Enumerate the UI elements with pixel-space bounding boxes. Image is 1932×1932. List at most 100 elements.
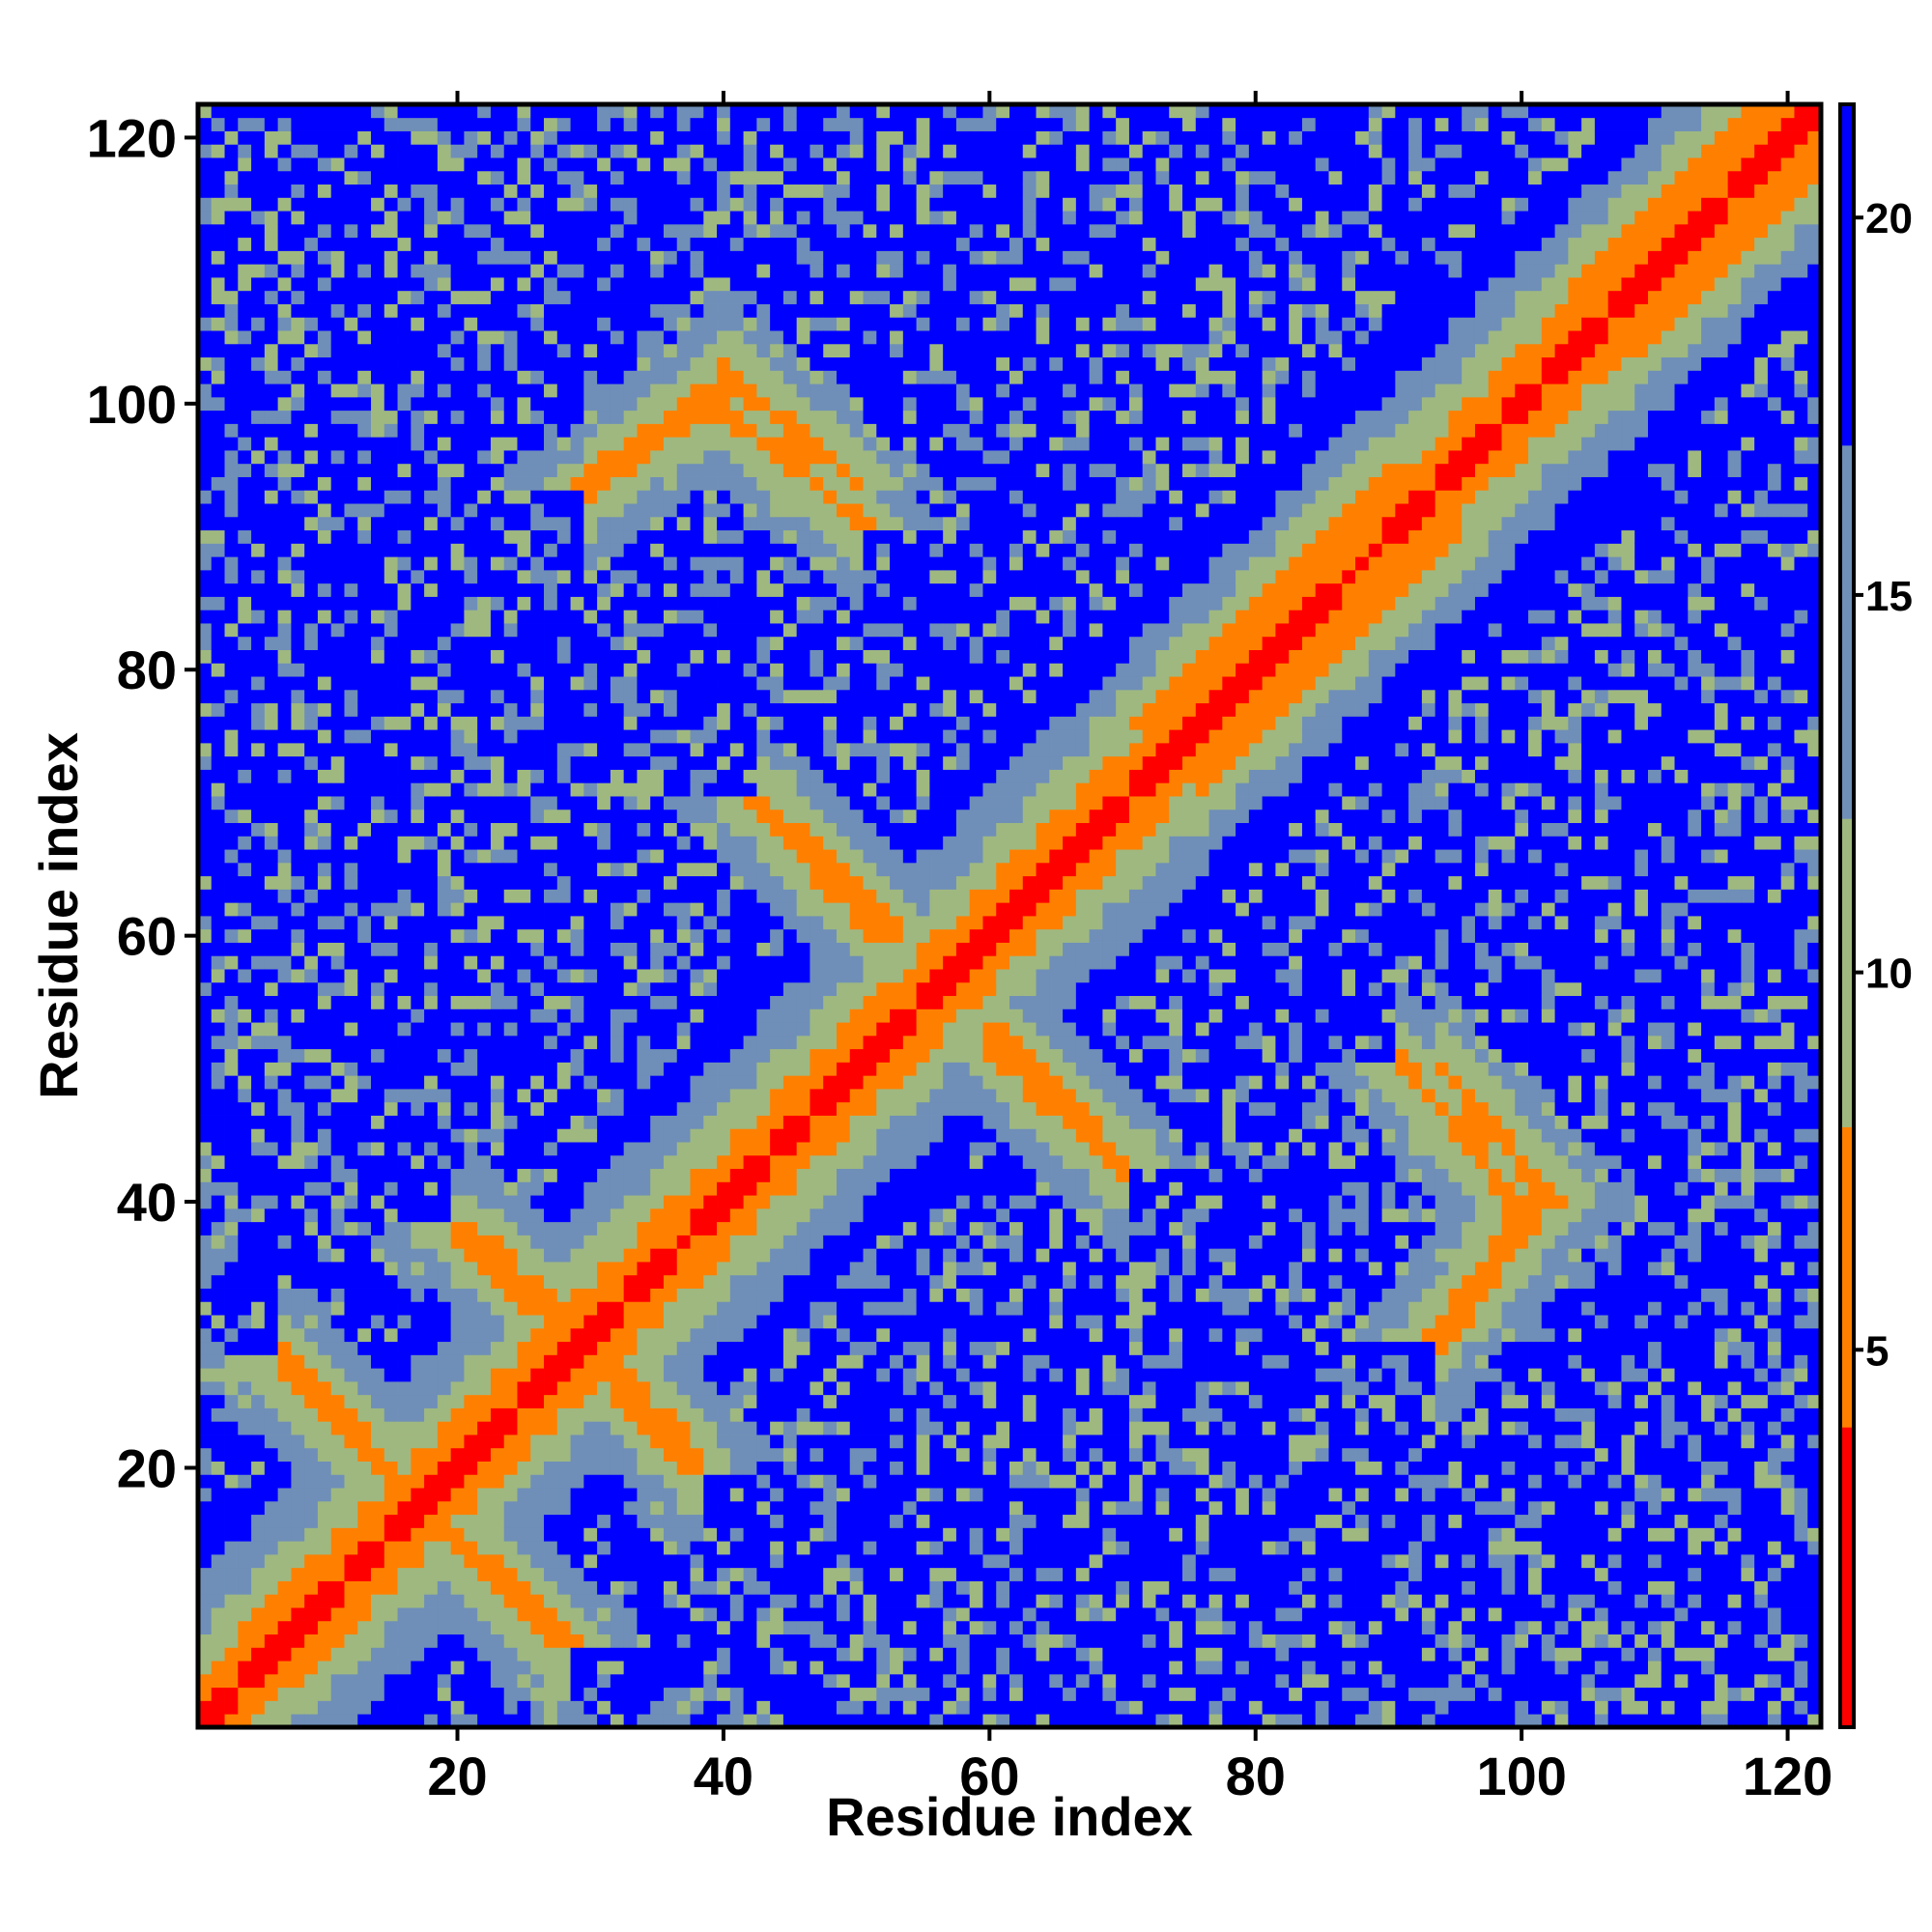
heatmap-cell [291, 1514, 305, 1528]
heatmap-cell [384, 1262, 398, 1276]
heatmap-cell [437, 689, 452, 704]
heatmap-cell [264, 437, 279, 451]
heatmap-cell [717, 463, 731, 477]
heatmap-cell [357, 1195, 372, 1209]
heatmap-cell [663, 370, 678, 384]
heatmap-cell [676, 1101, 691, 1116]
heatmap-cell [384, 1714, 398, 1728]
heatmap-cell [464, 250, 478, 265]
heatmap-cell [597, 636, 611, 650]
heatmap-cell [676, 1714, 691, 1728]
heatmap-cell [703, 1341, 718, 1355]
heatmap-cell [437, 729, 452, 744]
heatmap-cell [610, 610, 625, 624]
heatmap-cell [291, 716, 305, 730]
heatmap-cell [490, 1195, 505, 1209]
heatmap-cell [238, 582, 252, 597]
heatmap-cell [464, 1341, 478, 1355]
heatmap-cell [384, 529, 398, 544]
heatmap-cell [570, 689, 584, 704]
heatmap-cell [424, 157, 439, 172]
heatmap-cell [703, 942, 718, 956]
heatmap-cell [623, 1128, 638, 1143]
heatmap-cell [384, 1607, 398, 1622]
heatmap-cell [211, 396, 225, 412]
heatmap-cell [544, 569, 558, 584]
heatmap-cell [384, 1700, 398, 1715]
heatmap-cell [277, 1500, 292, 1516]
heatmap-cell [291, 130, 305, 145]
heatmap-cell [637, 1527, 651, 1542]
heatmap-cell [357, 1673, 372, 1689]
heatmap-cell [198, 157, 213, 172]
heatmap-cell [583, 264, 598, 278]
heatmap-cell [650, 1541, 665, 1555]
heatmap-cell [610, 1700, 625, 1715]
heatmap-cell [650, 356, 665, 371]
heatmap-cell [238, 356, 252, 371]
heatmap-cell [211, 144, 225, 158]
heatmap-cell [211, 423, 225, 438]
heatmap-cell [238, 1301, 252, 1316]
heatmap-cell [198, 995, 213, 1009]
heatmap-cell [703, 1500, 718, 1516]
heatmap-cell [450, 356, 465, 371]
heatmap-cell [384, 1634, 398, 1648]
heatmap-cell [530, 1208, 545, 1223]
heatmap-cell [717, 1075, 731, 1090]
heatmap-cell [224, 529, 239, 544]
heatmap-cell [503, 1022, 518, 1037]
heatmap-cell [503, 543, 518, 557]
heatmap-cell [371, 490, 385, 504]
heatmap-cell [450, 1541, 465, 1555]
heatmap-cell [503, 290, 518, 304]
heatmap-cell [344, 437, 358, 451]
heatmap-cell [517, 729, 531, 744]
heatmap-cell [729, 250, 744, 265]
heatmap-cell [291, 1354, 305, 1369]
heatmap-cell [371, 303, 385, 318]
heatmap-cell [650, 1580, 665, 1595]
heatmap-cell [344, 836, 358, 850]
heatmap-cell [717, 1062, 731, 1076]
heatmap-cell [291, 1288, 305, 1302]
heatmap-cell [251, 769, 266, 783]
heatmap-cell [676, 1394, 691, 1408]
heatmap-cell [663, 1274, 678, 1289]
heatmap-cell [264, 995, 279, 1009]
heatmap-cell [490, 1022, 505, 1037]
heatmap-cell [663, 1407, 678, 1422]
heatmap-cell [650, 1301, 665, 1316]
heatmap-cell [517, 437, 531, 451]
heatmap-cell [610, 211, 625, 225]
heatmap-cell [650, 1089, 665, 1103]
heatmap-cell [357, 836, 372, 850]
heatmap-cell [411, 1594, 425, 1608]
heatmap-cell [556, 503, 571, 518]
heatmap-cell [317, 1195, 332, 1209]
heatmap-cell [663, 463, 678, 477]
heatmap-cell [690, 529, 704, 544]
heatmap-cell [450, 716, 465, 730]
heatmap-cell [357, 1647, 372, 1662]
heatmap-cell [411, 211, 425, 225]
heatmap-cell [663, 981, 678, 997]
heatmap-cell [597, 1527, 611, 1542]
heatmap-cell [556, 490, 571, 504]
heatmap-cell [304, 1274, 319, 1289]
heatmap-cell [371, 317, 385, 331]
heatmap-cell [490, 1301, 505, 1316]
heatmap-cell [277, 569, 292, 584]
heatmap-cell [304, 1048, 319, 1063]
heatmap-cell [291, 1195, 305, 1209]
heatmap-cell [490, 423, 505, 438]
heatmap-cell [357, 250, 372, 265]
heatmap-cell [570, 742, 584, 757]
heatmap-cell [251, 969, 266, 983]
heatmap-cell [623, 942, 638, 956]
heatmap-cell [650, 130, 665, 145]
heatmap-cell [437, 1553, 452, 1569]
heatmap-cell [198, 702, 213, 717]
heatmap-cell [450, 330, 465, 345]
heatmap-cell [623, 782, 638, 797]
